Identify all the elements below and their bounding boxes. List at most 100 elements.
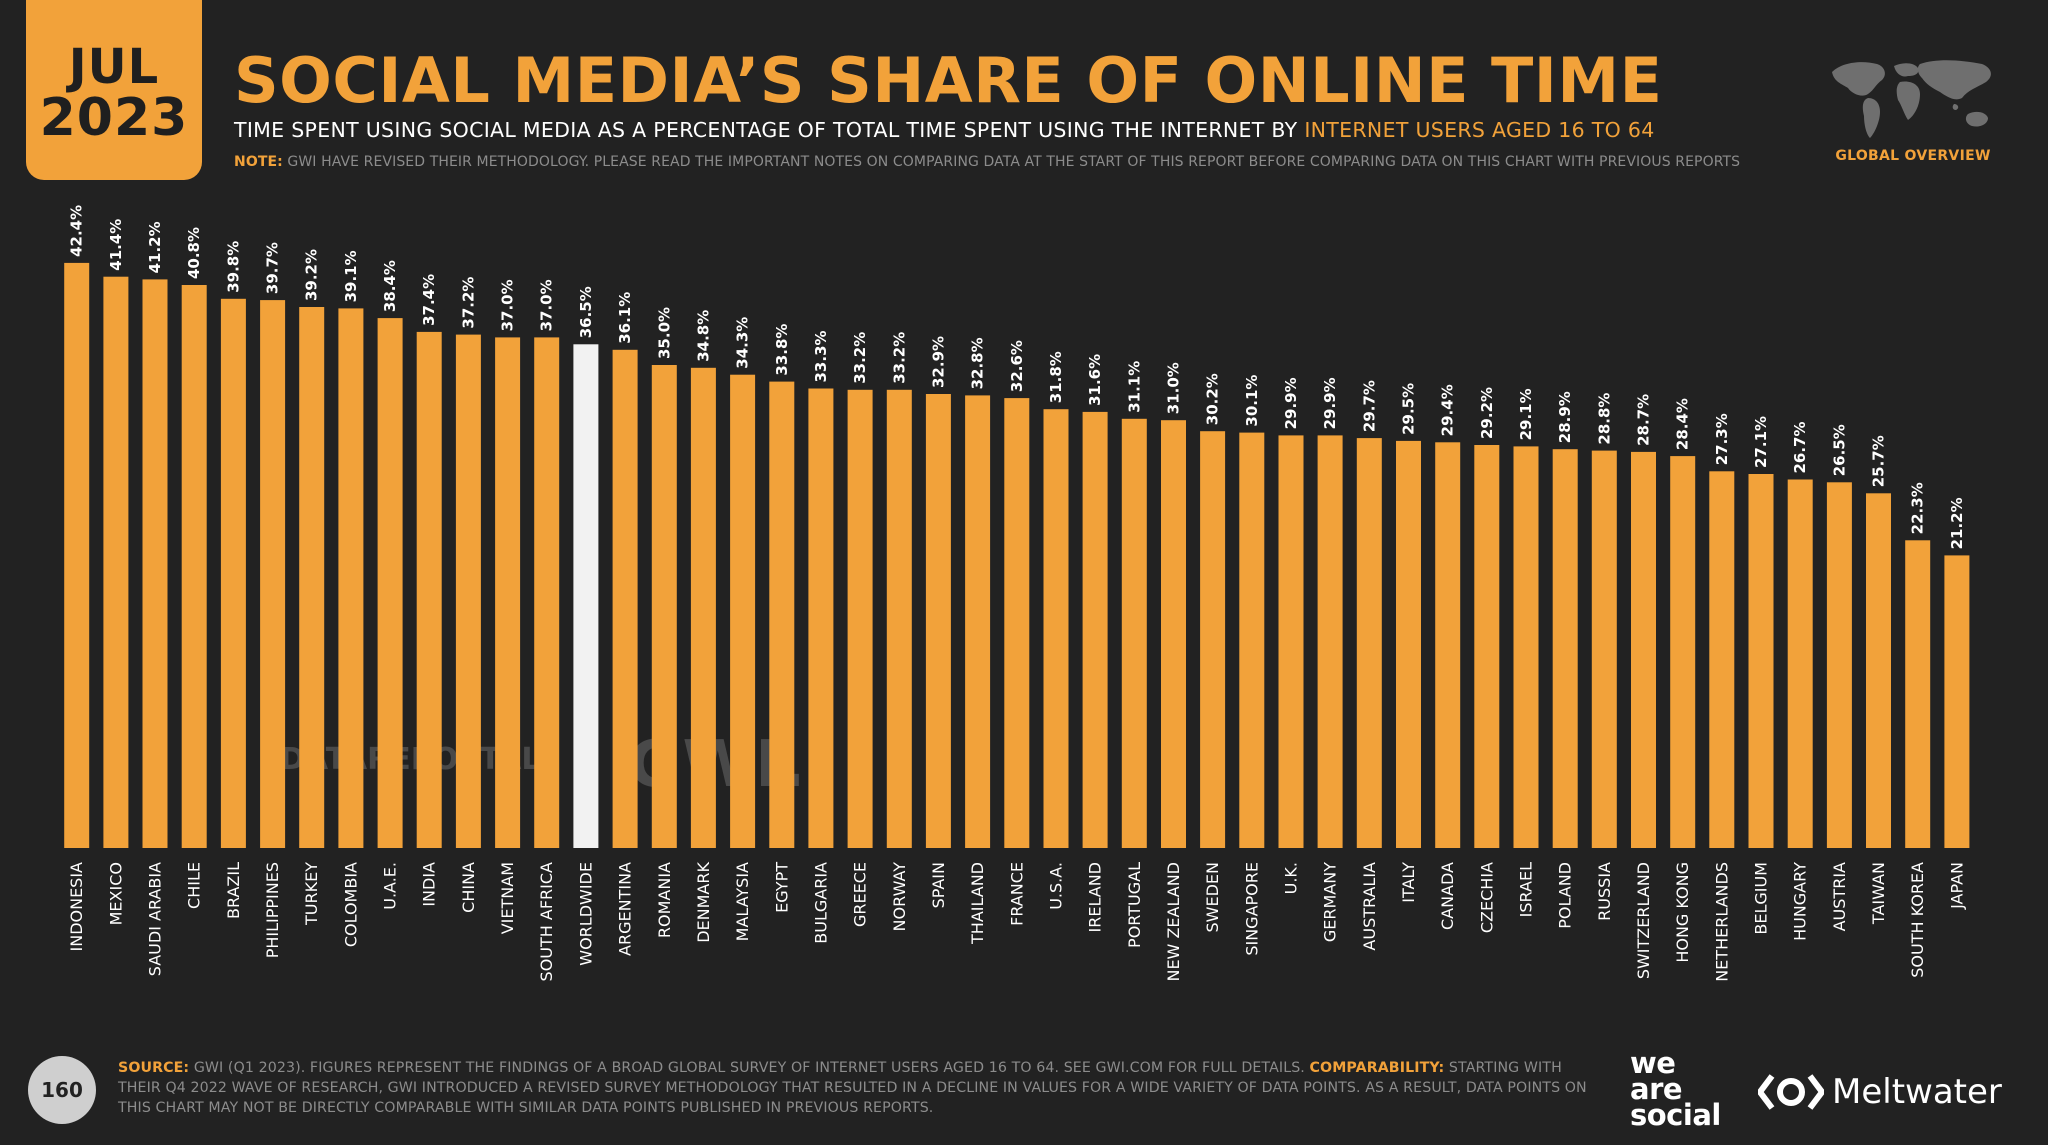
source-label: SOURCE:	[118, 1060, 190, 1076]
category-label-switzerland: SWITZERLAND	[1634, 862, 1653, 979]
value-label-thailand: 32.8%	[969, 337, 987, 389]
value-label-vietnam: 37.0%	[499, 279, 517, 331]
note-text: GWI HAVE REVISED THEIR METHODOLOGY. PLEA…	[282, 154, 1741, 170]
category-label-malaysia: MALAYSIA	[733, 862, 752, 941]
category-label-spain: SPAIN	[929, 862, 948, 908]
value-label-denmark: 34.8%	[694, 310, 712, 362]
value-label-malaysia: 34.3%	[734, 317, 752, 369]
bar-austria	[1826, 482, 1852, 848]
category-label-new-zealand: NEW ZEALAND	[1164, 862, 1183, 982]
meltwater-logo: Meltwater	[1758, 1066, 2002, 1118]
category-label-ireland: IRELAND	[1086, 862, 1105, 932]
brand-social: social	[1630, 1098, 1721, 1132]
category-label-germany: GERMANY	[1321, 862, 1340, 942]
page-subtitle: TIME SPENT USING SOCIAL MEDIA AS A PERCE…	[234, 118, 1655, 142]
value-label-argentina: 36.1%	[616, 292, 634, 344]
bar-netherlands	[1709, 471, 1735, 848]
bar-germany	[1317, 435, 1343, 848]
value-label-greece: 33.2%	[851, 332, 869, 384]
category-label-china: CHINA	[459, 862, 478, 913]
value-label-hungary: 26.7%	[1791, 421, 1809, 473]
value-label-chile: 40.8%	[185, 227, 203, 279]
we-are-social-logo: we are social	[1630, 1046, 1721, 1132]
bar-hungary	[1787, 479, 1813, 848]
section-label: GLOBAL OVERVIEW	[1835, 148, 1991, 164]
bar-hong-kong	[1670, 456, 1696, 848]
bar-belgium	[1748, 474, 1774, 848]
bar-russia	[1591, 450, 1617, 848]
category-label-u-k: U.K.	[1282, 862, 1301, 894]
bar-switzerland	[1631, 451, 1656, 848]
value-label-philippines: 39.7%	[264, 242, 282, 294]
bar-indonesia	[64, 262, 90, 848]
bar-ireland	[1082, 411, 1108, 848]
bar-saudi-arabia	[142, 279, 168, 848]
subtitle-highlight: INTERNET USERS AGED 16 TO 64	[1304, 118, 1655, 142]
value-label-australia: 29.7%	[1360, 380, 1378, 432]
page-title: SOCIAL MEDIA’S SHARE OF ONLINE TIME	[234, 44, 1663, 117]
world-map-icon	[1832, 60, 1991, 138]
brand-we: we	[1630, 1046, 1676, 1080]
bar-sweden	[1200, 431, 1226, 848]
source-text: GWI (Q1 2023). FIGURES REPRESENT THE FIN…	[189, 1060, 1310, 1076]
value-label-austria: 26.5%	[1830, 424, 1848, 476]
category-label-greece: GREECE	[851, 862, 870, 927]
value-label-japan: 21.2%	[1948, 497, 1966, 549]
bar-china	[455, 334, 481, 849]
category-label-mexico: MEXICO	[106, 862, 125, 925]
category-label-poland: POLAND	[1556, 862, 1575, 929]
value-label-indonesia: 42.4%	[68, 205, 86, 257]
value-label-south-africa: 37.0%	[538, 279, 556, 331]
value-label-bulgaria: 33.3%	[812, 330, 830, 382]
value-label-saudi-arabia: 41.2%	[146, 221, 164, 273]
category-label-india: INDIA	[420, 862, 439, 907]
bar-turkey	[299, 307, 325, 848]
category-label-thailand: THAILAND	[968, 862, 987, 945]
bar-mexico	[103, 276, 129, 848]
category-label-belgium: BELGIUM	[1752, 862, 1771, 935]
value-label-mexico: 41.4%	[107, 219, 125, 271]
value-label-belgium: 27.1%	[1752, 416, 1770, 468]
value-label-portugal: 31.1%	[1125, 361, 1143, 413]
date-tab: JUL 2023	[26, 0, 202, 180]
category-label-worldwide: WORLDWIDE	[576, 862, 595, 966]
bar-new-zealand	[1161, 420, 1186, 848]
bar-brazil	[220, 298, 246, 848]
category-label-indonesia: INDONESIA	[67, 862, 86, 952]
value-label-israel: 29.1%	[1517, 388, 1535, 440]
category-label-vietnam: VIETNAM	[498, 862, 517, 934]
category-label-bulgaria: BULGARIA	[811, 862, 830, 944]
value-labels-group: 42.4% 41.4% 41.2% 40.8% 39.8% 39.7% 39.2% 39.1%…	[68, 205, 1966, 550]
value-label-u-k: 29.9%	[1282, 377, 1300, 429]
brand-are: are	[1630, 1072, 1683, 1106]
bar-romania	[651, 365, 677, 848]
value-label-romania: 35.0%	[655, 307, 673, 359]
value-label-brazil: 39.8%	[224, 241, 242, 293]
bar-worldwide	[573, 344, 599, 848]
bar-france	[1004, 398, 1030, 848]
brand-meltwater: Meltwater	[1832, 1072, 2002, 1112]
category-label-brazil: BRAZIL	[224, 862, 243, 919]
value-label-u-a-e: 38.4%	[381, 260, 399, 312]
category-label-sweden: SWEDEN	[1203, 862, 1222, 932]
category-label-south-africa: SOUTH AFRICA	[537, 862, 556, 982]
page-number-badge: 160	[28, 1056, 96, 1124]
bar-vietnam	[495, 337, 521, 848]
bar-israel	[1513, 446, 1539, 848]
value-label-india: 37.4%	[420, 274, 438, 326]
category-label-turkey: TURKEY	[302, 862, 321, 926]
date-year: 2023	[39, 87, 189, 148]
value-label-netherlands: 27.3%	[1713, 413, 1731, 465]
category-label-hong-kong: HONG KONG	[1673, 862, 1692, 963]
category-label-israel: ISRAEL	[1517, 862, 1536, 917]
value-label-china: 37.2%	[459, 277, 477, 329]
bar-chart: 42.4% 41.4% 41.2% 40.8% 39.8% 39.7% 39.2% 39.1%…	[64, 205, 1970, 982]
bar-poland	[1552, 449, 1578, 848]
source-note: SOURCE: GWI (Q1 2023). FIGURES REPRESENT…	[118, 1058, 1598, 1118]
category-label-portugal: PORTUGAL	[1125, 862, 1144, 948]
value-label-colombia: 39.1%	[342, 250, 360, 302]
category-label-denmark: DENMARK	[694, 862, 713, 943]
category-label-japan: JAPAN	[1947, 862, 1966, 910]
category-label-saudi-arabia: SAUDI ARABIA	[146, 862, 165, 976]
